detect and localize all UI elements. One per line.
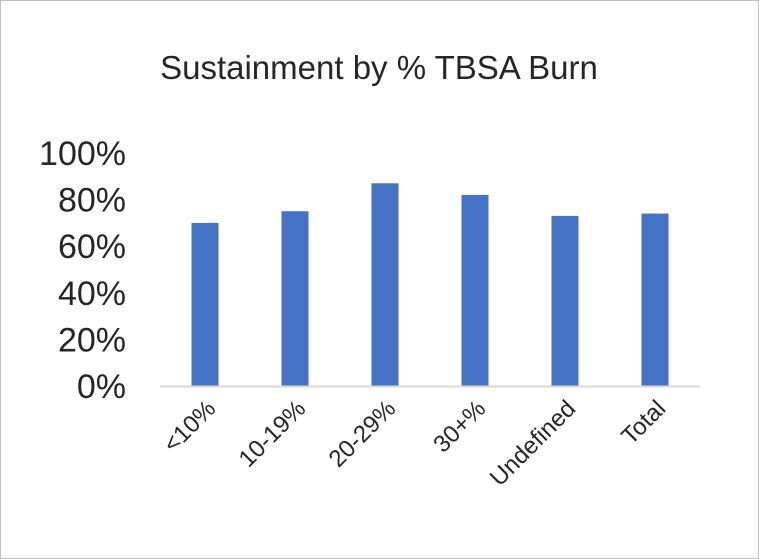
bar: [461, 194, 489, 386]
x-tick-label: Undefined: [485, 395, 581, 491]
bar: [641, 213, 669, 386]
x-tick-label: 10-19%: [234, 395, 312, 473]
x-tick-label: 30+%: [428, 395, 491, 458]
x-tick-label: Total: [616, 395, 671, 450]
y-tick-label: 0%: [77, 368, 126, 406]
bar: [281, 211, 309, 386]
y-tick-label: 100%: [39, 135, 126, 173]
bar: [191, 222, 219, 386]
chart-title: Sustainment by % TBSA Burn: [160, 49, 598, 86]
x-tick-label: <10%: [158, 395, 221, 458]
y-tick-label: 80%: [58, 182, 126, 220]
bar-series: [191, 183, 669, 386]
y-tick-label: 40%: [58, 275, 126, 313]
bar: [551, 215, 579, 386]
y-tick-label: 20%: [58, 321, 126, 359]
x-axis: <10% 10-19% 20-29% 30+%Undefined Total: [158, 395, 671, 491]
bar: [371, 183, 399, 386]
y-axis: 0% 20% 40% 60% 80% 100%: [39, 135, 126, 406]
x-tick-label: 20-29%: [324, 395, 402, 473]
y-tick-label: 60%: [58, 228, 126, 266]
